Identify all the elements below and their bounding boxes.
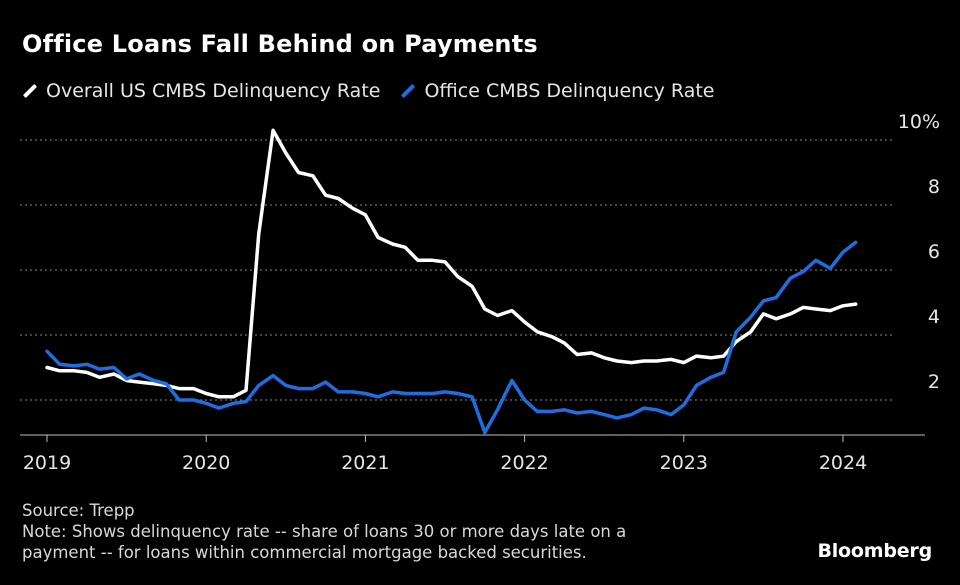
note-line-1: Note: Shows delinquency rate -- share of…: [22, 522, 627, 541]
y-tick-label: 10%: [898, 111, 940, 133]
x-tick-label: 2023: [660, 452, 708, 474]
series-line-overall: [45, 128, 858, 399]
legend-label-overall: Overall US CMBS Delinquency Rate: [46, 80, 381, 102]
note-line-2: payment -- for loans within commercial m…: [22, 543, 587, 562]
chart-title: Office Loans Fall Behind on Payments: [22, 30, 538, 58]
y-tick-label: 6: [928, 241, 940, 263]
x-tick-label: 2021: [341, 452, 389, 474]
x-tick-label: 2019: [23, 452, 71, 474]
x-tick-label: 2020: [182, 452, 230, 474]
legend-label-office: Office CMBS Delinquency Rate: [424, 80, 715, 102]
chart-footer: Source: Trepp Note: Shows delinquency ra…: [22, 500, 626, 563]
legend-item-office: Office CMBS Delinquency Rate: [400, 80, 714, 102]
series-line-office: [45, 240, 858, 435]
y-tick-label: 8: [928, 176, 940, 198]
bloomberg-logo: Bloomberg: [817, 540, 932, 562]
y-tick-label: 4: [928, 306, 940, 328]
x-tick-label: 2024: [819, 452, 867, 474]
x-tick-label: 2022: [500, 452, 548, 474]
legend: Overall US CMBS Delinquency Rate Office …: [22, 80, 734, 102]
y-tick-label: 2: [928, 371, 940, 393]
source-text: Source: Trepp: [22, 501, 135, 520]
legend-item-overall: Overall US CMBS Delinquency Rate: [22, 80, 380, 102]
